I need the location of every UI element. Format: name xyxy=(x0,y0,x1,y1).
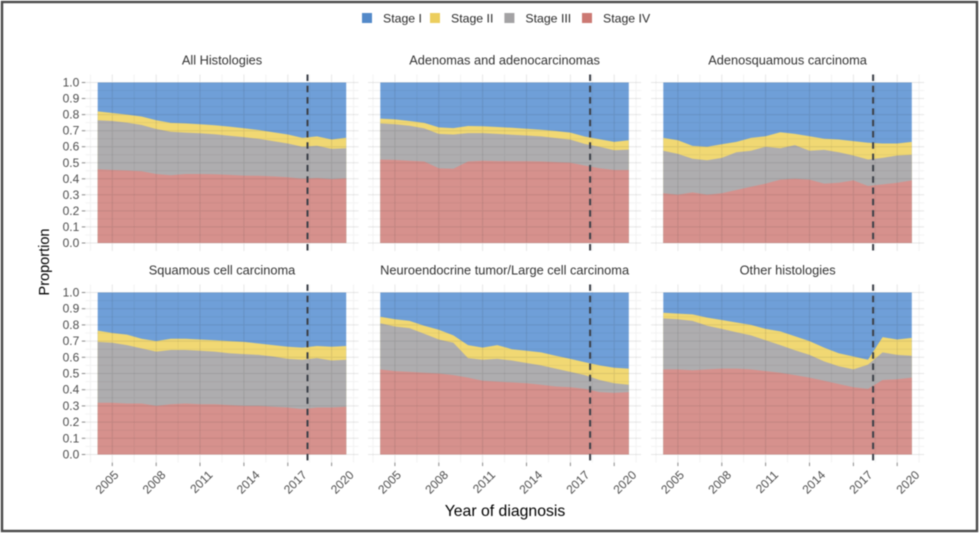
svg-text:0.1: 0.1 xyxy=(63,220,80,234)
svg-text:0.3: 0.3 xyxy=(63,188,80,202)
svg-text:Adenomas and adenocarcinomas: Adenomas and adenocarcinomas xyxy=(409,53,600,68)
svg-text:1.0: 1.0 xyxy=(63,76,80,90)
svg-text:0.0: 0.0 xyxy=(63,448,80,462)
svg-text:0.9: 0.9 xyxy=(63,92,80,106)
svg-text:0.6: 0.6 xyxy=(63,140,80,154)
svg-text:Year of diagnosis: Year of diagnosis xyxy=(445,503,566,520)
svg-text:0.8: 0.8 xyxy=(63,318,80,332)
svg-text:0.2: 0.2 xyxy=(63,415,80,429)
svg-text:0.4: 0.4 xyxy=(63,383,80,397)
svg-text:Proportion: Proportion xyxy=(37,229,53,296)
svg-text:Neuroendocrine tumor/Large cel: Neuroendocrine tumor/Large cell carcinom… xyxy=(380,262,630,277)
svg-text:0.8: 0.8 xyxy=(63,108,80,122)
svg-text:0.1: 0.1 xyxy=(63,431,80,445)
svg-text:Other histologies: Other histologies xyxy=(740,262,836,277)
svg-text:0.3: 0.3 xyxy=(63,399,80,413)
svg-text:0.5: 0.5 xyxy=(63,367,80,381)
svg-text:Stage III: Stage III xyxy=(525,12,571,26)
svg-text:0.6: 0.6 xyxy=(63,350,80,364)
svg-text:0.2: 0.2 xyxy=(63,204,80,218)
svg-text:Stage IV: Stage IV xyxy=(603,12,651,26)
svg-text:All Histologies: All Histologies xyxy=(182,53,262,68)
svg-text:0.0: 0.0 xyxy=(63,236,80,250)
svg-text:0.7: 0.7 xyxy=(63,124,80,138)
svg-text:1.0: 1.0 xyxy=(63,286,80,300)
svg-text:Stage I: Stage I xyxy=(383,12,422,26)
svg-text:Adenosquamous carcinoma: Adenosquamous carcinoma xyxy=(708,53,868,68)
svg-text:Squamous cell carcinoma: Squamous cell carcinoma xyxy=(149,262,296,277)
svg-text:0.9: 0.9 xyxy=(63,302,80,316)
svg-text:0.5: 0.5 xyxy=(63,156,80,170)
svg-text:0.7: 0.7 xyxy=(63,334,80,348)
svg-text:Stage II: Stage II xyxy=(451,12,493,26)
svg-text:0.4: 0.4 xyxy=(63,172,80,186)
